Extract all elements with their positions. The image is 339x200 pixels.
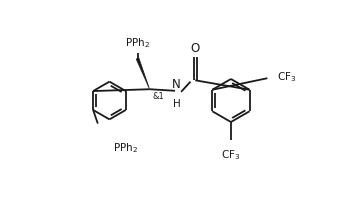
Text: CF$_3$: CF$_3$ [277,70,296,84]
Text: CF$_3$: CF$_3$ [221,147,241,161]
Text: PPh$_2$: PPh$_2$ [125,36,150,50]
Text: N: N [172,77,181,90]
Text: &1: &1 [153,92,164,101]
Text: H: H [173,98,181,108]
Text: O: O [191,41,200,54]
Polygon shape [136,59,149,90]
Text: PPh$_2$: PPh$_2$ [114,141,139,155]
